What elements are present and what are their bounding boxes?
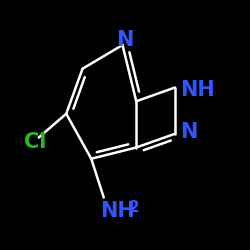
Text: NH: NH [100,201,135,221]
Text: Cl: Cl [24,132,46,152]
Text: 2: 2 [129,200,140,215]
Text: N: N [180,122,198,142]
Text: NH: NH [180,80,215,100]
Text: N: N [116,30,134,50]
